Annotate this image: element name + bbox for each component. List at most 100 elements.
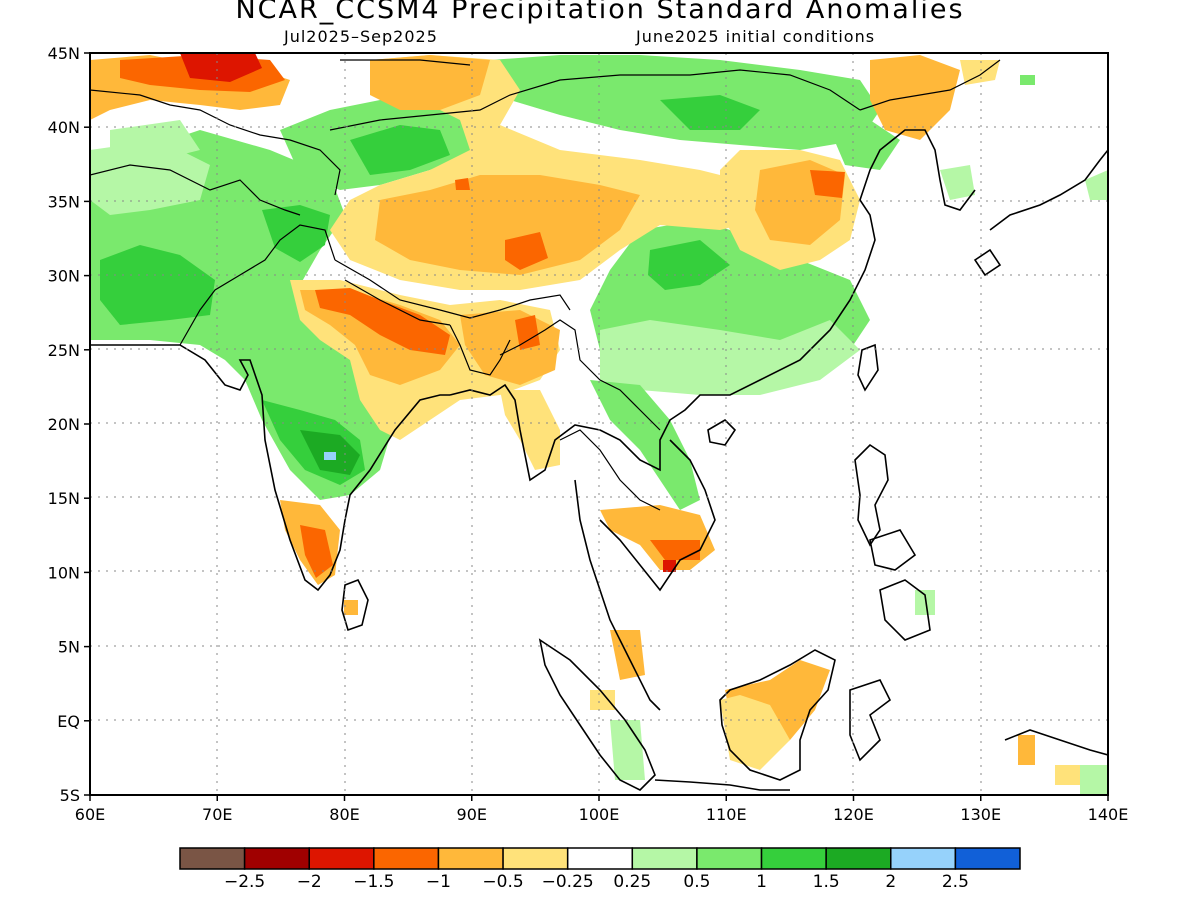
dry-strong-tibet-2	[455, 178, 470, 190]
border-mongolia	[329, 69, 861, 131]
coast-japan	[989, 149, 1108, 231]
wet-very-india	[324, 452, 336, 460]
dry-light-new-guinea	[1055, 765, 1080, 785]
colorbar-label: 0.25	[613, 872, 651, 892]
latitude-ticks: 45N 40N 35N 30N 25N 20N 15N 10N 5N EQ 5S	[48, 44, 90, 805]
colorbar-label: 2.5	[942, 872, 969, 892]
colorbar-swatch	[566, 847, 634, 870]
colorbar-swatch	[760, 847, 827, 870]
lon-tick-label: 90E	[457, 805, 487, 824]
dry-very-cambodia	[663, 560, 676, 572]
lon-tick-label: 80E	[329, 805, 359, 824]
coast-sumatra	[538, 638, 656, 791]
coast-japan-kyushu	[973, 248, 1002, 277]
lon-tick-label: 70E	[202, 805, 232, 824]
coast-arabian-sea	[90, 344, 450, 592]
dry-light-myanmar	[500, 390, 560, 470]
dry-strong-north-china	[810, 170, 845, 198]
colorbar-label: −1	[426, 872, 451, 892]
wet-light-sumatra	[610, 720, 645, 780]
coast-sulawesi	[849, 679, 892, 762]
colorbar-swatch	[954, 847, 1021, 870]
longitude-ticks: 60E 70E 80E 90E 100E 110E 120E 130E 140E	[75, 795, 1128, 824]
border-afghanistan	[90, 164, 301, 216]
lat-tick-label: 20N	[48, 415, 80, 434]
border-pakistan	[179, 224, 336, 346]
coast-java	[654, 779, 790, 791]
dry-light-korea-north	[960, 60, 1000, 85]
dry-moderate-tibet	[375, 175, 640, 275]
border-central-asia	[90, 89, 341, 196]
colorbar-label: −0.25	[542, 872, 594, 892]
colorbar-swatch	[373, 847, 440, 870]
lat-tick-label: 5N	[58, 638, 80, 657]
dry-light-borneo	[720, 695, 790, 770]
coast-taiwan	[857, 343, 879, 392]
wet-light-new-guinea	[1080, 765, 1108, 795]
colorbar-swatch	[502, 847, 569, 870]
lat-tick-label: 40N	[48, 118, 80, 137]
lat-tick-label: EQ	[57, 712, 80, 731]
colorbar-label: 1.5	[813, 872, 840, 892]
coast-bay-of-bengal	[449, 129, 976, 482]
dry-area-mongolia-north	[370, 55, 490, 110]
colorbar-swatch	[243, 847, 310, 870]
border-bangladesh	[449, 324, 511, 376]
lat-tick-label: 45N	[48, 44, 80, 63]
chart-title: NCAR_CCSM4 Precipitation Standard Anomal…	[235, 0, 965, 25]
wet-moderate-south-china	[648, 240, 730, 290]
wet-light-japan	[1085, 170, 1108, 200]
colorbar-label: −0.5	[482, 872, 523, 892]
colorbar-label: 0.5	[683, 872, 710, 892]
lon-tick-label: 60E	[75, 805, 105, 824]
wet-area-northeast	[830, 120, 900, 170]
colorbar-swatch	[825, 847, 892, 870]
forecast-period: Jul2025–Sep2025	[284, 27, 438, 46]
dry-strong-myanmar	[515, 315, 540, 350]
lon-tick-label: 110E	[706, 805, 747, 824]
lat-tick-label: 30N	[48, 267, 80, 286]
lon-tick-label: 130E	[960, 805, 1001, 824]
wet-light-korea	[940, 165, 975, 200]
colorbar-swatch	[631, 847, 698, 870]
dry-strong-south-india	[300, 525, 333, 578]
wet-area-japan-east	[1020, 75, 1035, 85]
colorbar-label: −1.5	[353, 872, 394, 892]
dry-area-northeast	[870, 55, 960, 140]
dry-very-kazakhstan	[180, 53, 262, 82]
coast-borneo	[719, 649, 836, 781]
colorbar-label: 2	[885, 872, 896, 892]
dry-light-sri-lanka	[344, 600, 358, 615]
coast-indochina	[599, 439, 716, 592]
wet-area-indochina	[590, 380, 700, 510]
wet-moderate-xinjiang	[350, 125, 450, 175]
lon-tick-label: 100E	[579, 805, 620, 824]
wet-moderate-kashmir	[262, 205, 330, 262]
dry-moderate-himalaya	[300, 290, 460, 385]
colorbar-swatch	[696, 847, 763, 870]
border-nepal	[344, 279, 451, 326]
coast-malay-peninsula	[574, 479, 661, 711]
dry-strong-cambodia	[650, 540, 700, 560]
dry-area-new-guinea	[1018, 735, 1035, 765]
coast-hainan	[707, 418, 737, 446]
border-india-china	[334, 259, 571, 319]
lat-tick-label: 25N	[48, 341, 80, 360]
coastlines	[90, 129, 1108, 791]
lat-tick-label: 5S	[60, 786, 80, 805]
lat-tick-label: 35N	[48, 192, 80, 211]
border-china-north	[340, 59, 471, 66]
coast-philippines-mindanao	[879, 579, 931, 641]
wet-light-kazakhstan	[110, 120, 200, 160]
dry-area-sumatra	[590, 690, 615, 710]
coast-philippines-luzon	[854, 443, 889, 547]
coast-new-guinea	[1004, 729, 1108, 756]
lon-tick-label: 120E	[833, 805, 874, 824]
colorbar-label: 1	[756, 872, 767, 892]
border-thailand-laos	[559, 429, 661, 511]
wet-light-philippines	[915, 590, 935, 615]
dry-strong-himalaya	[315, 288, 450, 355]
lat-tick-label: 15N	[48, 489, 80, 508]
colorbar-swatch	[890, 847, 957, 870]
